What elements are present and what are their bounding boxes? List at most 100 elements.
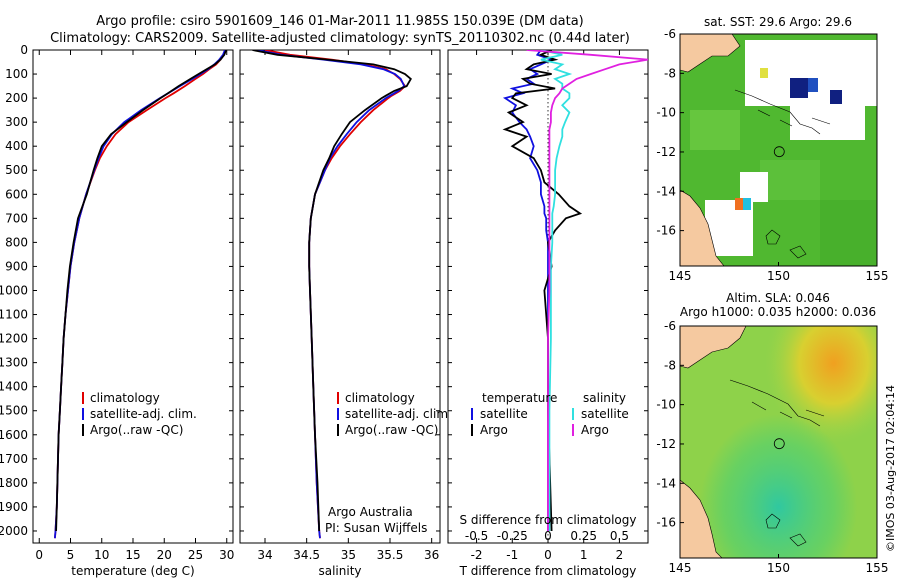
header-line1: Argo profile: csiro 5901609_146 01-Mar-2… [96,14,584,29]
depth-tick-label: 2000 [0,524,28,538]
map-y-tick-label: -8 [664,358,676,372]
map-y-tick-label: -16 [656,516,676,530]
sst-cell [760,68,768,78]
map-x-tick-label: 155 [866,561,889,575]
salinity-xlabel: salinity [318,564,361,578]
map-y-tick-label: -10 [656,106,676,120]
sst-float-marker [773,146,785,158]
x-tick-label: 30 [219,548,234,562]
sst-coastline [734,89,831,135]
legend-argo-label: Argo(..raw -QC) [90,423,183,437]
x-tick-label: -1 [506,548,518,562]
depth-tick-label: 900 [5,259,28,273]
depth-tick-label: 1500 [0,404,28,418]
temperature-legend: climatology satellite-adj. clim. Argo(..… [82,391,197,437]
sla-land [680,479,723,558]
sst-land [680,34,741,73]
series-line-s-satellite [540,50,573,531]
salinity-y-ticks [240,49,440,532]
legend-t-satellite-label: satellite [480,407,528,421]
difference-panel: -2 -1 0 1 2 S difference from climatology -0… [447,49,649,578]
x-tick-label: 20 [157,548,172,562]
annotation-argo-australia: Argo Australia [328,505,413,519]
depth-tick-label: 0 [20,43,28,57]
x-tick-label: 34 [257,548,272,562]
x-tick-label: 5 [67,548,75,562]
depth-tick-label: 800 [5,235,28,249]
map-x-tick-label: 155 [866,269,889,283]
x-tick-label: 35.5 [377,548,404,562]
difference-xlabel-t: T difference from climatology [459,564,637,578]
map-x-tick-label: 150 [767,269,790,283]
difference-x-ticks: -2 -1 0 1 2 [471,50,623,562]
sst-map: sat. SST: 29.6 Argo: 29.6 145 150 155 -6 -8 -… [656,15,888,283]
sst-cell [735,198,743,210]
depth-tick-label: 200 [5,91,28,105]
temperature-x-ticks: 0 5 10 15 20 25 30 [35,50,234,562]
sst-warm-cell [830,90,842,104]
header-line2: Climatology: CARS2009. Satellite-adjuste… [50,31,630,46]
difference-xlabel-s: S difference from climatology [460,513,637,527]
sla-coastline [729,379,825,427]
series-line-argo-raw-qc- [252,50,412,532]
depth-tick-label: 500 [5,163,28,177]
temperature-panel: 0100200300400500600700800900100011001200… [0,43,234,578]
salinity-legend: climatology satellite-adj. clim. Argo(..… [337,391,452,437]
salinity-axes-frame [239,49,441,544]
x-tick-label: 10 [94,548,109,562]
depth-tick-label: 1400 [0,380,28,394]
map-y-tick-label: -6 [664,319,676,333]
difference-legend: temperature satellite Argo salinity sate… [471,391,629,437]
difference-lines [502,50,648,532]
depth-tick-label: 1200 [0,332,28,346]
imos-credit: ©IMOS 03-Aug-2017 02:04:14 [884,385,897,552]
depth-tick-label: 300 [5,115,28,129]
sla-map: Altim. SLA: 0.046 Argo h1000: 0.035 h200… [656,291,888,575]
sst-cloud-gap [790,100,865,140]
legend-argo-label: Argo(..raw -QC) [345,423,438,437]
depth-tick-label: 600 [5,187,28,201]
series-line-argo-raw-qc- [55,50,227,532]
map-y-tick-label: -6 [664,27,676,41]
sst-map-title: sat. SST: 29.6 Argo: 29.6 [704,15,852,29]
s-tick-label: -0.25 [497,529,528,543]
legend-satellite-label: satellite-adj. clim. [90,407,197,421]
sla-land [680,326,747,369]
s-tick-label: 0.25 [570,529,597,543]
difference-y-ticks [448,49,648,532]
depth-tick-label: 1800 [0,476,28,490]
series-line-s-argo [526,50,648,531]
legend-t-argo-label: Argo [480,423,508,437]
sst-cloud-gap [740,172,768,202]
sst-land [680,189,725,266]
legend-climatology-label: climatology [345,391,415,405]
sst-patch [690,110,740,150]
sst-patch [760,160,820,200]
depth-tick-label: 1100 [0,308,28,322]
map-y-tick-label: -14 [656,184,676,198]
sst-cell [743,198,751,210]
sla-map-subtitle: Argo h1000: 0.035 h2000: 0.036 [680,305,876,319]
salinity-x-ticks: 34 34.5 35 35.5 36 [257,50,439,562]
map-x-tick-label: 145 [669,561,692,575]
map-y-tick-label: -14 [656,476,676,490]
legend-salinity-title: salinity [583,391,626,405]
salinity-panel: 34 34.5 35 35.5 36 salinity climatology sate… [239,49,452,578]
legend-satellite-label: satellite-adj. clim. [345,407,452,421]
x-tick-label: 0 [35,548,43,562]
depth-tick-label: 400 [5,139,28,153]
map-y-tick-label: -10 [656,398,676,412]
x-tick-label: 15 [125,548,140,562]
sst-warm-cell [790,78,808,98]
x-tick-label: 25 [188,548,203,562]
depth-tick-label: 700 [5,211,28,225]
depth-tick-label: 1600 [0,428,28,442]
sla-cool-anomaly [680,326,877,558]
temperature-lines [54,50,227,539]
s-tick-label: 0 [544,529,552,543]
map-x-tick-label: 145 [669,269,692,283]
s-tick-label: 0.5 [610,529,629,543]
sst-map-ticks: 145 150 155 -6 -8 -10 -12 -14 -16 [656,27,888,283]
sla-float-marker [773,438,785,450]
